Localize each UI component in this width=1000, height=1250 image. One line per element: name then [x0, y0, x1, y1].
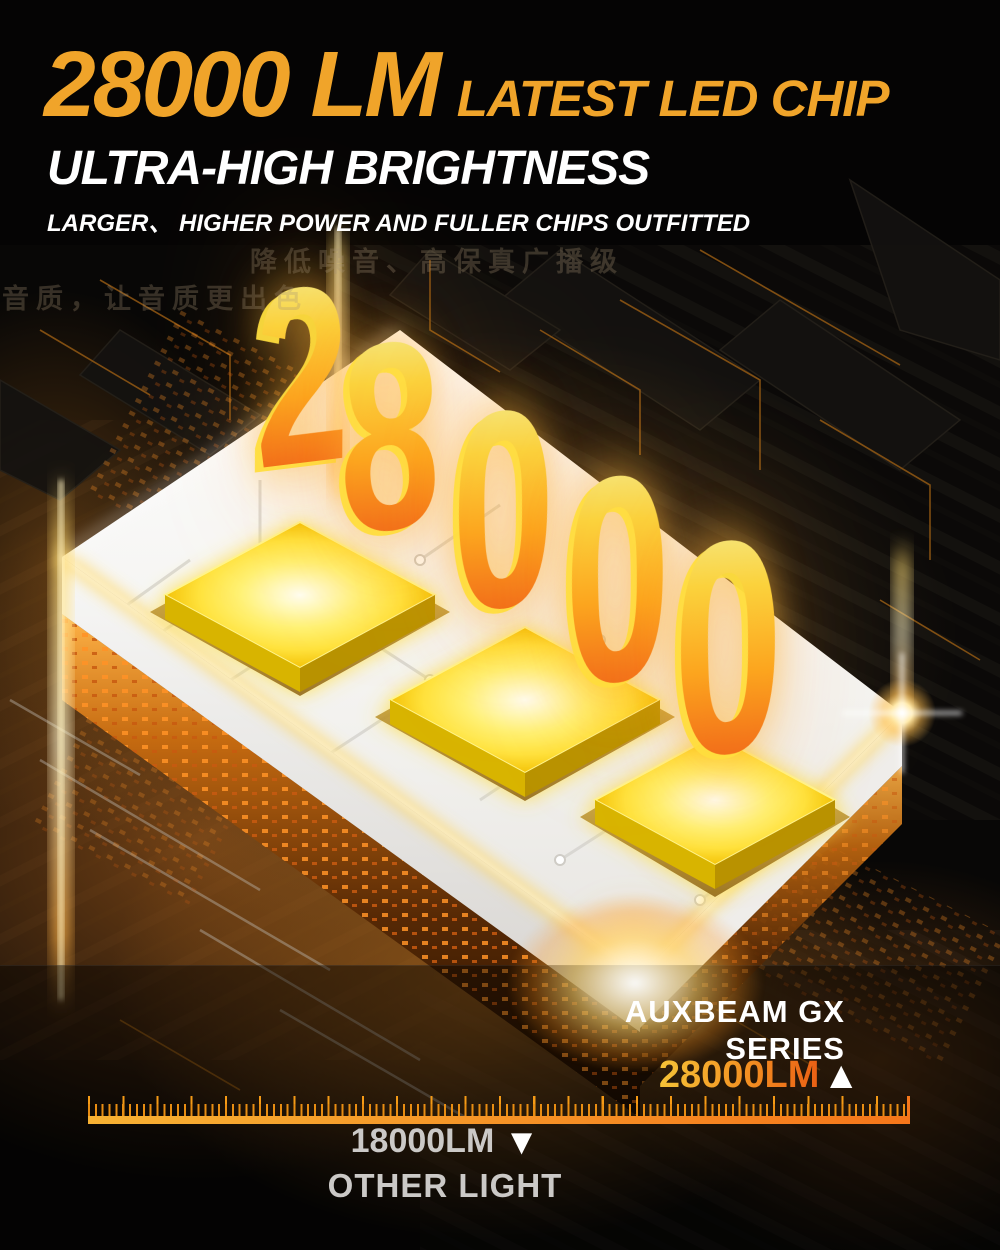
up-triangle-icon: ▲ [822, 1054, 860, 1097]
ruler-end-tick [907, 1096, 910, 1116]
lumen-scale-ruler [88, 1096, 910, 1124]
other-lumens-value: 18000LM [350, 1122, 495, 1160]
watermark-line1: 降低噪音、高保真广播级 [250, 247, 624, 277]
brand-name: AUXBEAM GX [624, 994, 845, 1029]
brand-lumens-value: 28000LM [658, 1054, 820, 1096]
headline-lumens: 28000 LM [44, 32, 442, 136]
down-triangle-icon: ▼ [503, 1121, 540, 1162]
board-tip-glow [470, 868, 800, 1098]
other-light-text: OTHER LIGHT [327, 1167, 563, 1204]
ruler-minor-ticks [88, 1104, 910, 1116]
brand-label: AUXBEAM GX SERIES [625, 994, 845, 1067]
other-light-label: 18000LM ▼ OTHER LIGHT [280, 1124, 610, 1204]
headline: 28000 LM LATEST LED CHIP [44, 32, 890, 136]
subtitle: LARGER、 HIGHER POWER AND FULLER CHIPS OU… [47, 210, 751, 237]
led-chips [150, 520, 850, 897]
other-lumens-row: 18000LM ▼ [280, 1124, 610, 1160]
title-brightness: ULTRA-HIGH BRIGHTNESS [47, 142, 650, 195]
ruler-bar [88, 1116, 910, 1124]
headline-chip: LATEST LED CHIP [456, 70, 890, 127]
brand-series: SERIES [725, 1030, 845, 1066]
watermark-line2: 音质，让音质更出色 [2, 284, 308, 314]
brand-lumens-row: 28000LM ▲ [659, 1054, 860, 1097]
